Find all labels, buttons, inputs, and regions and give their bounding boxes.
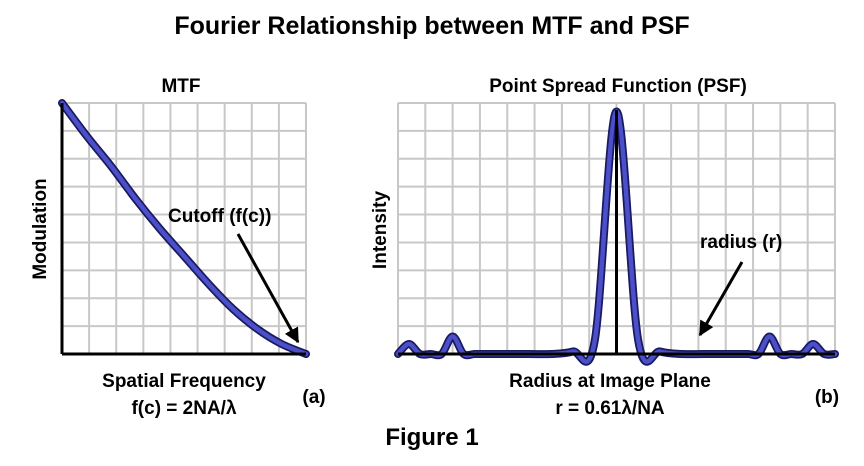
psf-ylabel: Intensity [370,191,391,270]
mtf-formula: f(c) = 2NA/λ [131,398,236,419]
mtf-panel: MTF Modulation Cutoff (f(c)) Spatial Fre… [30,76,326,419]
mtf-curve-outline [58,99,310,358]
mtf-ylabel: Modulation [30,178,51,279]
psf-panel-tag: (b) [815,387,839,408]
psf-panel: Point Spread Function (PSF) Intensity ra… [370,76,839,419]
cutoff-annotation: Cutoff (f(c)) [168,206,271,227]
figure-title: Fourier Relationship between MTF and PSF [174,12,690,40]
psf-formula: r = 0.61λ/NA [555,398,665,419]
radius-annotation: radius (r) [700,232,782,253]
radius-arrow [698,261,744,337]
mtf-curve [59,100,309,357]
mtf-grid [61,102,307,355]
cutoff-arrow [236,233,300,344]
figure-caption: Figure 1 [385,424,479,451]
mtf-title: MTF [161,76,200,97]
mtf-xlabel: Spatial Frequency [102,371,266,392]
psf-xlabel: Radius at Image Plane [509,371,711,392]
mtf-panel-tag: (a) [302,387,325,408]
psf-title: Point Spread Function (PSF) [489,76,747,97]
